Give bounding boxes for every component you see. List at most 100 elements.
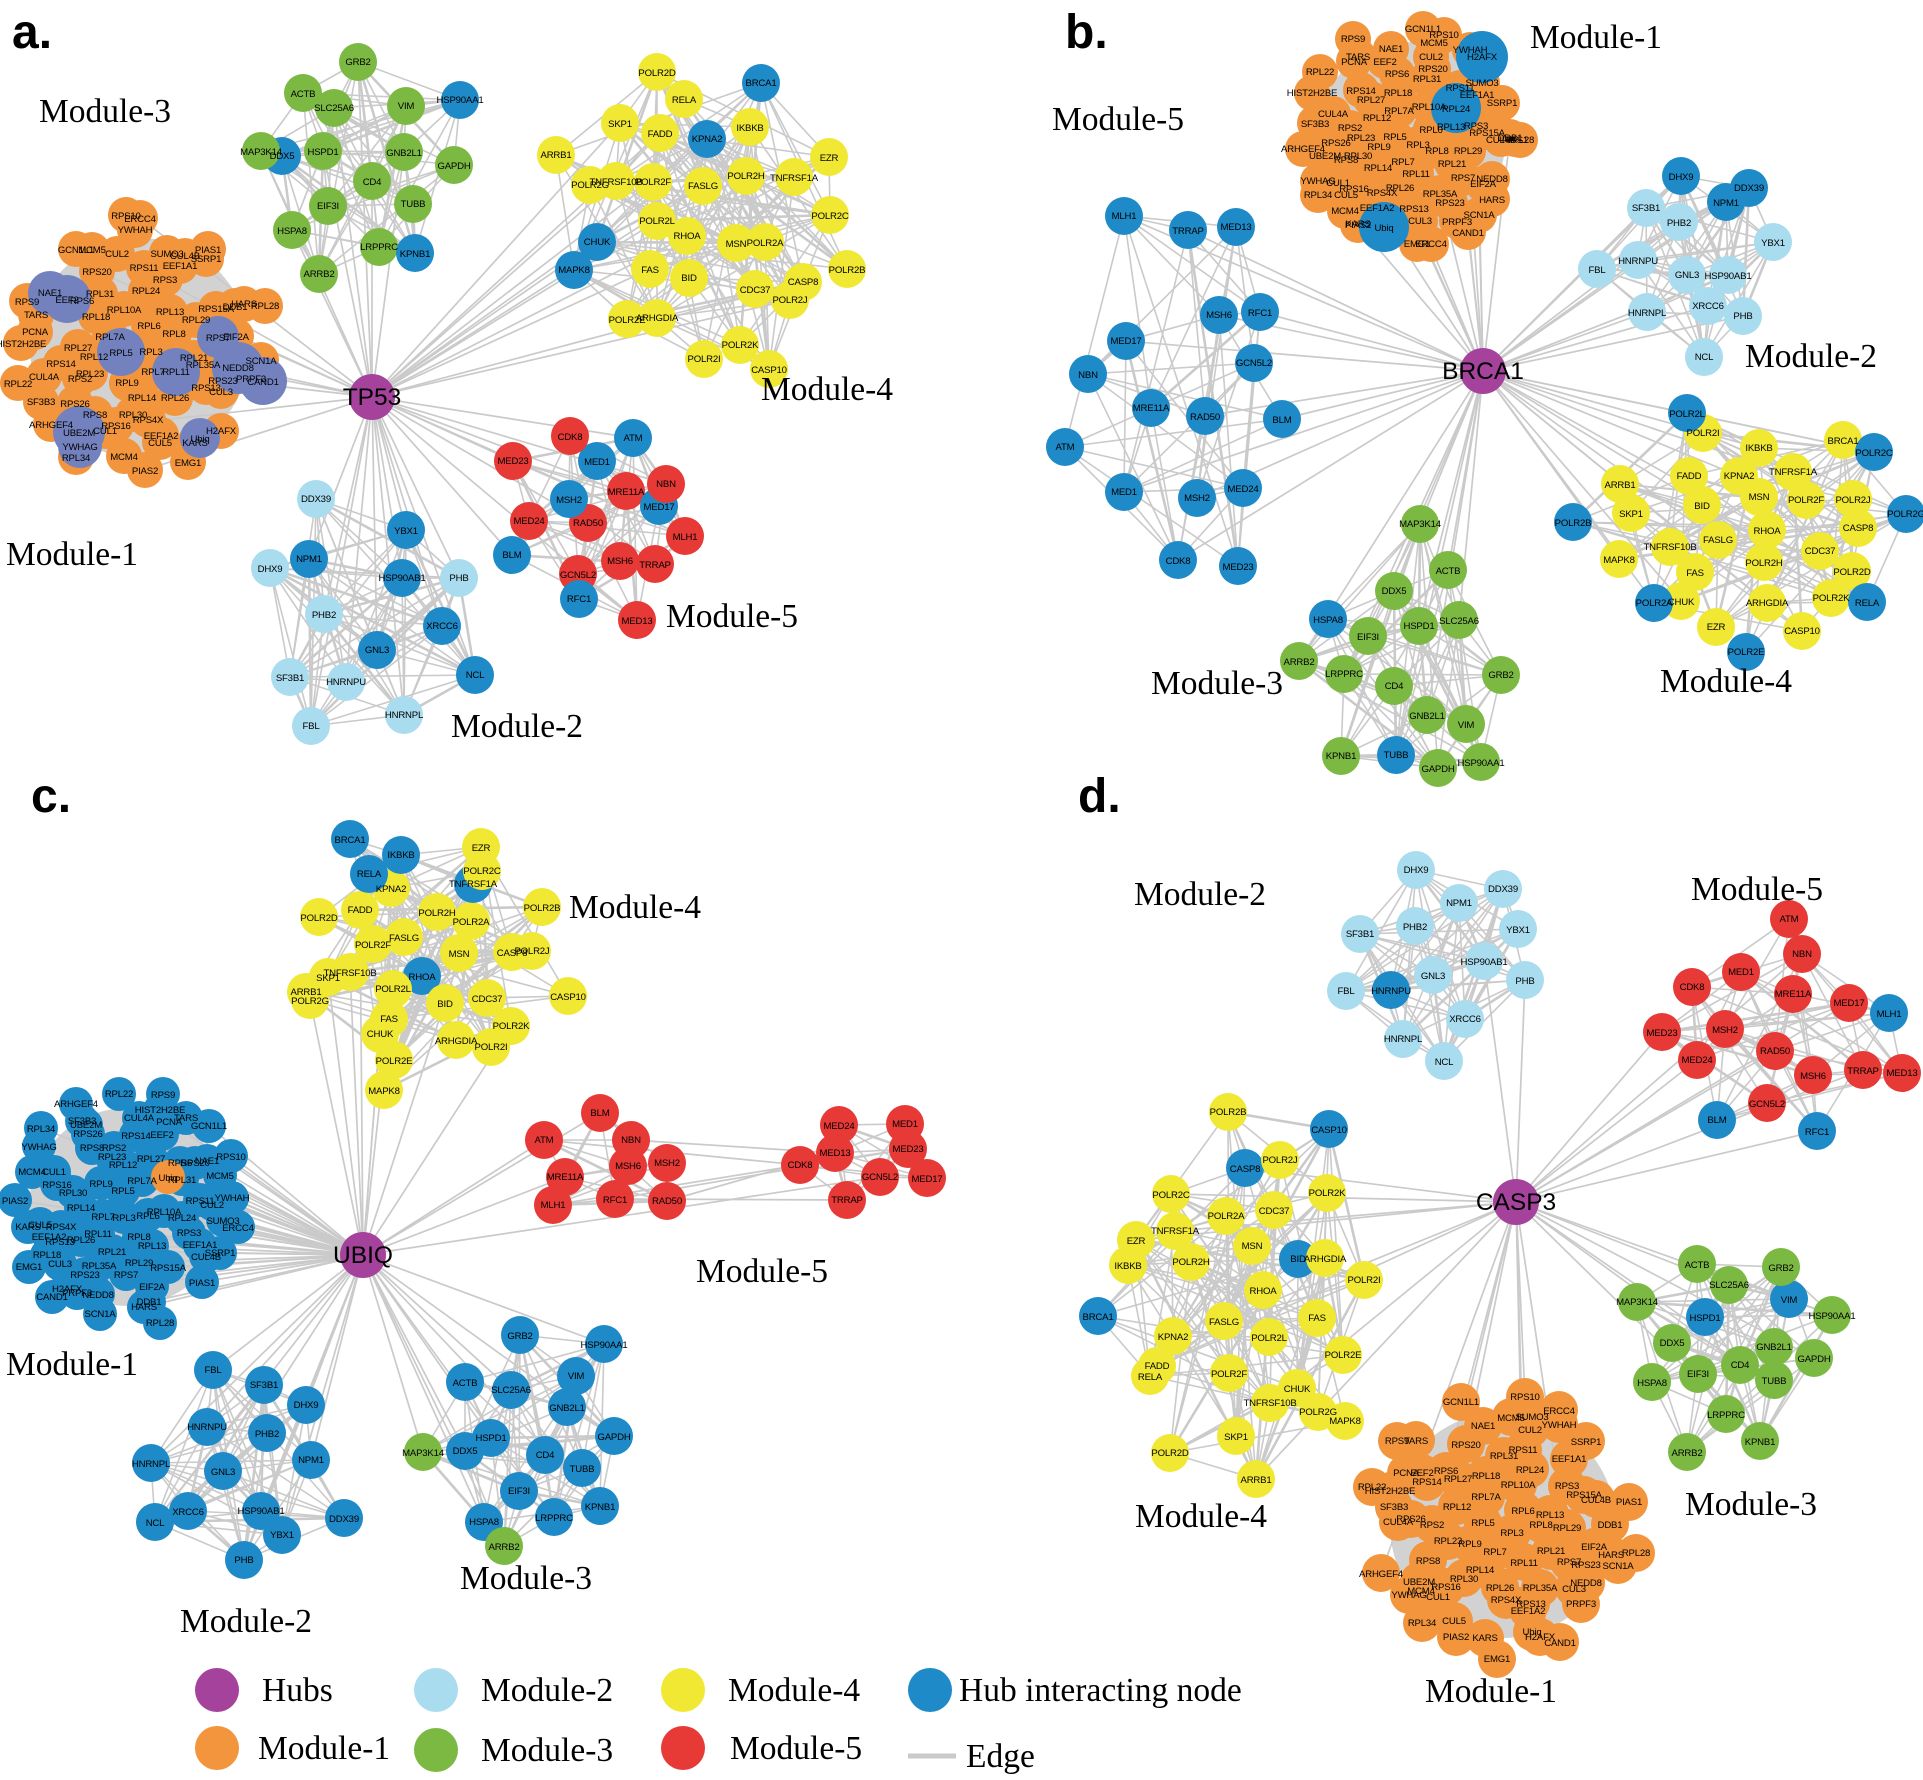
svg-text:GAPDH: GAPDH — [1421, 764, 1454, 775]
svg-text:ACTB: ACTB — [453, 1378, 478, 1389]
svg-text:SF3B3: SF3B3 — [27, 397, 55, 408]
svg-text:POLR2D: POLR2D — [1833, 567, 1870, 578]
svg-text:RPL21: RPL21 — [1438, 159, 1466, 170]
svg-text:CASP8: CASP8 — [1843, 523, 1873, 534]
svg-text:MED24: MED24 — [824, 1121, 856, 1132]
svg-text:NBN: NBN — [656, 479, 676, 490]
svg-text:FAS: FAS — [1308, 1313, 1326, 1324]
svg-text:RPL31: RPL31 — [168, 1175, 196, 1186]
svg-text:Module-4: Module-4 — [569, 889, 701, 926]
svg-text:RPL22: RPL22 — [1358, 1482, 1386, 1493]
svg-text:GCN1L1: GCN1L1 — [58, 245, 94, 256]
svg-text:CUL4A: CUL4A — [124, 1113, 155, 1124]
svg-text:RPS23: RPS23 — [208, 376, 237, 387]
svg-text:RPS15A: RPS15A — [1469, 128, 1505, 139]
svg-text:RPS2: RPS2 — [102, 1143, 126, 1154]
svg-text:ARHGDIA: ARHGDIA — [1304, 1254, 1347, 1265]
svg-text:HSP90AB1: HSP90AB1 — [1705, 271, 1752, 282]
svg-text:PCNA: PCNA — [1341, 57, 1368, 68]
svg-text:RPS9: RPS9 — [151, 1090, 175, 1101]
svg-text:YBX1: YBX1 — [1506, 925, 1530, 936]
svg-text:SSRP1: SSRP1 — [1571, 1437, 1601, 1448]
svg-text:RPL29: RPL29 — [125, 1258, 153, 1269]
svg-text:RPL35A: RPL35A — [1523, 1583, 1558, 1594]
svg-text:YWHAH: YWHAH — [215, 1193, 250, 1204]
svg-text:POLR2L: POLR2L — [375, 984, 411, 995]
svg-text:RPL12: RPL12 — [1443, 1502, 1471, 1513]
svg-text:KARS: KARS — [1472, 1633, 1497, 1644]
svg-text:RPL27: RPL27 — [1357, 95, 1385, 106]
svg-text:GAPDH: GAPDH — [597, 1432, 630, 1443]
svg-text:RPL7A: RPL7A — [95, 332, 125, 343]
svg-text:RPL6: RPL6 — [137, 321, 160, 332]
svg-text:CUL3: CUL3 — [209, 387, 233, 398]
svg-text:HNRNPU: HNRNPU — [1371, 986, 1411, 997]
svg-text:DDX5: DDX5 — [453, 1446, 478, 1457]
svg-text:HSP90AA1: HSP90AA1 — [1809, 1311, 1856, 1322]
svg-text:RPL28: RPL28 — [1506, 135, 1534, 146]
svg-text:RAD50: RAD50 — [573, 518, 603, 529]
svg-text:TNFRSF10B: TNFRSF10B — [1643, 542, 1696, 553]
svg-text:POLR2E: POLR2E — [1325, 1350, 1362, 1361]
svg-text:PCNA: PCNA — [22, 327, 49, 338]
svg-text:CUL1: CUL1 — [1326, 178, 1350, 189]
svg-text:CUL4A: CUL4A — [1383, 1517, 1414, 1528]
svg-text:GCN5L2: GCN5L2 — [560, 570, 596, 581]
svg-text:GNL3: GNL3 — [211, 1467, 235, 1478]
svg-text:ARHGDIA: ARHGDIA — [435, 1036, 478, 1047]
svg-text:DDB1: DDB1 — [1498, 133, 1523, 144]
svg-text:RFC1: RFC1 — [1805, 1127, 1829, 1138]
svg-text:RPL21: RPL21 — [98, 1247, 126, 1258]
svg-text:CUL2: CUL2 — [200, 1200, 224, 1211]
svg-text:RPL29: RPL29 — [182, 315, 210, 326]
svg-text:ARRB1: ARRB1 — [291, 987, 322, 998]
svg-text:GNL3: GNL3 — [1675, 270, 1699, 281]
svg-text:CUL4A: CUL4A — [1318, 109, 1349, 120]
svg-text:ERCC4: ERCC4 — [1415, 239, 1447, 250]
svg-text:CUL4A: CUL4A — [29, 372, 60, 383]
svg-text:GRB2: GRB2 — [507, 1331, 532, 1342]
svg-text:RPL10A: RPL10A — [1412, 102, 1447, 113]
svg-text:VIM: VIM — [568, 1371, 585, 1382]
svg-text:POLR2F: POLR2F — [1211, 1369, 1247, 1380]
svg-text:CDC37: CDC37 — [1805, 546, 1835, 557]
svg-text:MLH1: MLH1 — [1877, 1009, 1902, 1020]
svg-text:POLR2A: POLR2A — [1208, 1211, 1245, 1222]
svg-text:HSP90AA1: HSP90AA1 — [1458, 758, 1505, 769]
svg-text:RPL31: RPL31 — [1413, 74, 1441, 85]
svg-text:HNRNPU: HNRNPU — [187, 1422, 227, 1433]
svg-text:MRE11A: MRE11A — [1133, 403, 1170, 414]
svg-text:Module-3: Module-3 — [39, 93, 171, 130]
svg-text:MED1: MED1 — [1728, 967, 1754, 978]
svg-text:NAE1: NAE1 — [1471, 1421, 1495, 1432]
svg-text:MED23: MED23 — [1223, 562, 1254, 573]
svg-text:IKBKB: IKBKB — [736, 123, 763, 134]
svg-text:MLH1: MLH1 — [541, 1200, 566, 1211]
svg-text:RPL23: RPL23 — [98, 1152, 126, 1163]
svg-text:RPS2: RPS2 — [1338, 123, 1362, 134]
svg-text:HNRNPL: HNRNPL — [385, 710, 424, 721]
svg-text:SUMO3: SUMO3 — [1465, 78, 1498, 89]
svg-text:DDX5: DDX5 — [1660, 1338, 1685, 1349]
svg-text:MED17: MED17 — [1834, 998, 1865, 1009]
svg-text:EIF2A: EIF2A — [139, 1282, 165, 1293]
svg-text:H2AFX: H2AFX — [52, 1284, 83, 1295]
svg-text:MCM4: MCM4 — [1331, 206, 1359, 217]
svg-text:RPL13: RPL13 — [138, 1241, 166, 1252]
svg-text:GCN5L2: GCN5L2 — [1236, 358, 1272, 369]
svg-text:GRB2: GRB2 — [1768, 1263, 1793, 1274]
svg-text:RPL18: RPL18 — [1384, 88, 1412, 99]
svg-text:SF3B1: SF3B1 — [276, 673, 304, 684]
svg-text:RPL23: RPL23 — [1347, 133, 1375, 144]
svg-text:POLR2G: POLR2G — [291, 996, 329, 1007]
svg-text:CUL2: CUL2 — [1419, 52, 1443, 63]
svg-text:GCN1L1: GCN1L1 — [1405, 24, 1441, 35]
svg-text:CDC37: CDC37 — [1259, 1206, 1289, 1217]
svg-text:MSH2: MSH2 — [654, 1158, 680, 1169]
svg-text:BLM: BLM — [502, 550, 521, 561]
svg-text:NAE1: NAE1 — [38, 288, 62, 299]
svg-text:IKBKB: IKBKB — [387, 850, 414, 861]
svg-text:EEF1A2: EEF1A2 — [1360, 203, 1395, 214]
svg-text:Ubiq: Ubiq — [159, 1173, 178, 1184]
svg-text:RPS15A: RPS15A — [198, 304, 234, 315]
